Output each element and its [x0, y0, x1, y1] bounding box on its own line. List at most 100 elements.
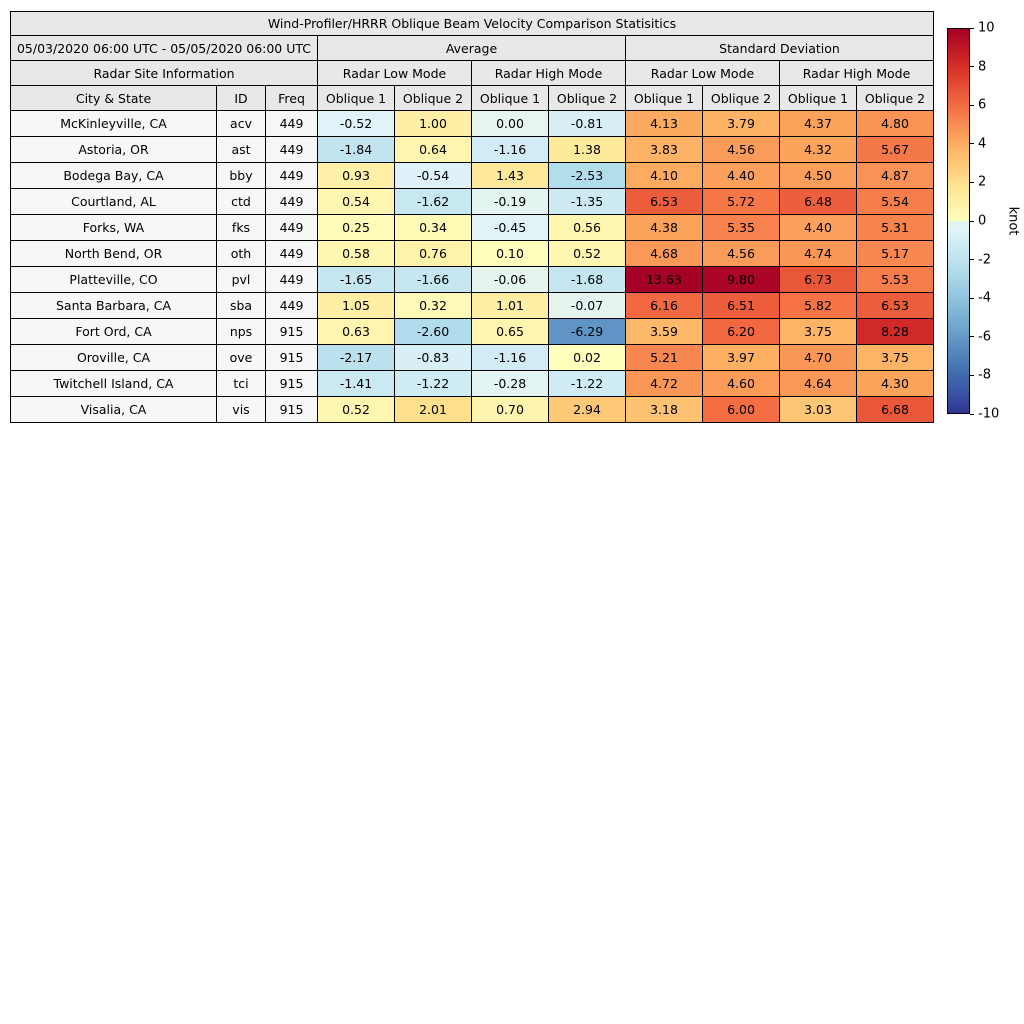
- colorbar-tick-label: 0: [978, 213, 987, 229]
- colorbar-tickmark: [970, 27, 974, 29]
- group-header-standard-deviation: Standard Deviation: [625, 35, 934, 61]
- value-cell: -1.68: [548, 266, 626, 293]
- value-cell: 6.68: [856, 396, 934, 423]
- site-id-cell: oth: [216, 240, 266, 267]
- site-id-cell: ove: [216, 344, 266, 371]
- value-cell: 0.93: [317, 162, 395, 189]
- mode-header-0: Radar Low Mode: [317, 60, 472, 86]
- value-cell: 5.31: [856, 214, 934, 241]
- colorbar-tickmark: [970, 259, 974, 261]
- colorbar-tickmark: [970, 104, 974, 106]
- value-cell: 4.40: [779, 214, 857, 241]
- column-header-10: Oblique 2: [856, 85, 934, 111]
- value-cell: 6.16: [625, 292, 703, 319]
- value-cell: 1.38: [548, 136, 626, 163]
- value-cell: -0.54: [394, 162, 472, 189]
- column-header-0: City & State: [10, 85, 217, 111]
- value-cell: 0.52: [317, 396, 395, 423]
- table-row: Fort Ord, CA nps 915 0.63 -2.60 0.65 -6.29 3.59…: [10, 318, 934, 345]
- site-id-cell: pvl: [216, 266, 266, 293]
- value-cell: 0.76: [394, 240, 472, 267]
- colorbar-tick-label: -2: [978, 252, 991, 268]
- value-cell: 4.56: [702, 240, 780, 267]
- value-cell: 5.17: [856, 240, 934, 267]
- freq-cell: 915: [265, 396, 318, 423]
- colorbar-tickmark: [970, 413, 974, 415]
- value-cell: 4.64: [779, 370, 857, 397]
- table-row: Courtland, AL ctd 449 0.54 -1.62 -0.19 -1.35 6.…: [10, 188, 934, 215]
- value-cell: -0.45: [471, 214, 549, 241]
- value-cell: -2.60: [394, 318, 472, 345]
- value-cell: -0.06: [471, 266, 549, 293]
- site-id-cell: tci: [216, 370, 266, 397]
- value-cell: 2.01: [394, 396, 472, 423]
- value-cell: -1.62: [394, 188, 472, 215]
- freq-cell: 449: [265, 240, 318, 267]
- table-row: Santa Barbara, CA sba 449 1.05 0.32 1.01 -0.07…: [10, 292, 934, 319]
- site-id-cell: nps: [216, 318, 266, 345]
- value-cell: 5.82: [779, 292, 857, 319]
- value-cell: 9.80: [702, 266, 780, 293]
- value-cell: -0.19: [471, 188, 549, 215]
- freq-cell: 449: [265, 292, 318, 319]
- value-cell: 0.32: [394, 292, 472, 319]
- city-cell: Courtland, AL: [10, 188, 217, 215]
- colorbar: 10 8 6 4 2 0 -2 -4 -6 -8 -10 knot: [947, 22, 1024, 421]
- value-cell: -0.83: [394, 344, 472, 371]
- value-cell: 6.20: [702, 318, 780, 345]
- colorbar-tick-label: 8: [978, 59, 987, 75]
- table-row: Twitchell Island, CA tci 915 -1.41 -1.22 -0.2…: [10, 370, 934, 397]
- value-cell: 4.13: [625, 110, 703, 137]
- value-cell: 4.60: [702, 370, 780, 397]
- colorbar-tick-label: 6: [978, 97, 987, 113]
- city-cell: Bodega Bay, CA: [10, 162, 217, 189]
- value-cell: 8.28: [856, 318, 934, 345]
- colorbar-tick-label: -6: [978, 329, 991, 345]
- value-cell: 0.52: [548, 240, 626, 267]
- value-cell: -0.28: [471, 370, 549, 397]
- value-cell: -2.53: [548, 162, 626, 189]
- value-cell: 0.02: [548, 344, 626, 371]
- site-id-cell: fks: [216, 214, 266, 241]
- city-cell: Fort Ord, CA: [10, 318, 217, 345]
- value-cell: 3.75: [856, 344, 934, 371]
- table-title: Wind-Profiler/HRRR Oblique Beam Velocity…: [10, 11, 934, 36]
- freq-cell: 449: [265, 136, 318, 163]
- site-info-header: Radar Site Information: [10, 60, 318, 86]
- freq-cell: 449: [265, 110, 318, 137]
- value-cell: 0.10: [471, 240, 549, 267]
- value-cell: 5.35: [702, 214, 780, 241]
- value-cell: 5.67: [856, 136, 934, 163]
- column-header-4: Oblique 2: [394, 85, 472, 111]
- value-cell: 5.54: [856, 188, 934, 215]
- value-cell: 4.74: [779, 240, 857, 267]
- column-header-8: Oblique 2: [702, 85, 780, 111]
- column-header-1: ID: [216, 85, 266, 111]
- value-cell: 4.56: [702, 136, 780, 163]
- value-cell: -0.52: [317, 110, 395, 137]
- colorbar-tickmark: [970, 181, 974, 183]
- colorbar-tickmark: [970, 66, 974, 68]
- value-cell: 4.30: [856, 370, 934, 397]
- city-cell: Twitchell Island, CA: [10, 370, 217, 397]
- value-cell: 13.63: [625, 266, 703, 293]
- value-cell: 0.34: [394, 214, 472, 241]
- value-cell: 4.38: [625, 214, 703, 241]
- colorbar-tickmark: [970, 336, 974, 338]
- freq-cell: 915: [265, 370, 318, 397]
- table-body: McKinleyville, CA acv 449 -0.52 1.00 0.00 -0.8…: [10, 110, 934, 423]
- freq-cell: 915: [265, 344, 318, 371]
- freq-cell: 915: [265, 318, 318, 345]
- value-cell: 5.72: [702, 188, 780, 215]
- value-cell: -6.29: [548, 318, 626, 345]
- value-cell: -1.22: [548, 370, 626, 397]
- value-cell: 0.63: [317, 318, 395, 345]
- value-cell: -0.81: [548, 110, 626, 137]
- table-row: McKinleyville, CA acv 449 -0.52 1.00 0.00 -0.8…: [10, 110, 934, 137]
- freq-cell: 449: [265, 266, 318, 293]
- value-cell: -1.35: [548, 188, 626, 215]
- table-row: Astoria, OR ast 449 -1.84 0.64 -1.16 1.38 3.83 4…: [10, 136, 934, 163]
- colorbar-tick-label: -4: [978, 290, 991, 306]
- value-cell: -1.41: [317, 370, 395, 397]
- table-row: Platteville, CO pvl 449 -1.65 -1.66 -0.06 -1.6…: [10, 266, 934, 293]
